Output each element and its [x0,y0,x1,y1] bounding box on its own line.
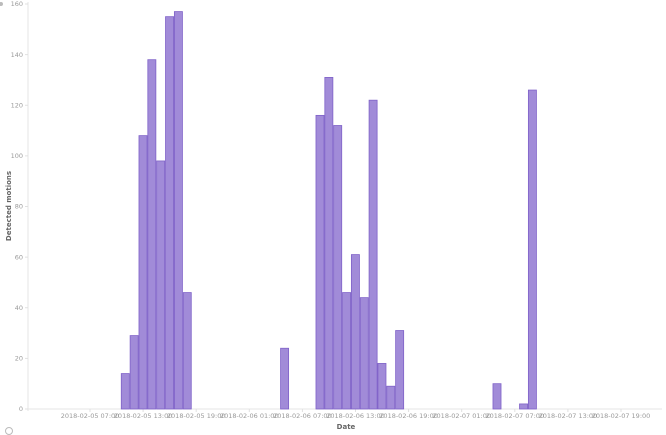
y-tick-label: 100 [11,152,23,160]
y-tick-label: 20 [15,355,23,363]
bar[interactable]: 2018-02-05 12:00: 29 [129,335,139,410]
bar[interactable]: 2018-02-05 16:00: 155 [165,16,174,410]
corner-indicator-icon [0,2,3,6]
y-axis-title: Detected motions [5,171,13,241]
x-tick-label: 2018-02-07 07:00 [486,412,545,420]
bar[interactable]: 2018-02-06 12:00: 46 [342,292,351,410]
x-tick-label: 2018-02-06 19:00 [379,412,438,420]
y-tick-label: 140 [11,51,23,59]
x-tick-label: 2018-02-05 19:00 [167,412,226,420]
y-tick-label: 0 [19,405,23,413]
x-tick-label: 2018-02-06 07:00 [273,412,332,420]
bar[interactable]: 2018-02-07 05:00: 10 [492,383,502,410]
x-tick-label: 2018-02-07 19:00 [592,412,651,420]
bar[interactable]: 2018-02-06 15:00: 122 [368,99,378,410]
bar[interactable]: 2018-02-06 09:00: 116 [315,114,325,410]
y-tick-label: 120 [11,101,23,109]
x-tick-label: 2018-02-06 01:00 [220,412,279,420]
bar[interactable]: 2018-02-07 09:00: 126 [527,89,537,410]
bar[interactable]: 2018-02-06 14:00: 44 [359,297,369,410]
x-axis-title: Date [337,423,356,431]
y-tick-label: 160 [11,0,23,8]
y-tick-label: 60 [15,253,23,261]
y-tick-label: 80 [15,203,23,211]
bar[interactable]: 2018-02-06 17:00: 9 [386,385,396,410]
bar[interactable]: 2018-02-05 14:00: 138 [147,59,157,410]
y-axis: 0 20 40 60 80 100 120 140 160 [11,0,29,413]
bar[interactable]: 2018-02-06 18:00: 31 [395,330,405,410]
bar[interactable]: 2018-02-06 05:00: 24 [280,347,290,410]
bar[interactable]: 2018-02-07 08:00: 2 [519,403,528,410]
x-tick-label: 2018-02-06 13:00 [326,412,385,420]
x-tick-label: 2018-02-07 01:00 [432,412,491,420]
y-tick-label: 40 [15,304,23,312]
bar[interactable]: 2018-02-05 17:00: 157 [173,11,183,410]
bar[interactable]: 2018-02-06 10:00: 131 [324,77,334,410]
x-tick-label: 2018-02-05 07:00 [61,412,120,420]
bars: 2018-02-05 11:00: 142018-02-05 12:00: 29… [120,11,537,410]
bar[interactable]: 2018-02-05 18:00: 46 [182,292,192,410]
x-tick-label: 2018-02-07 13:00 [539,412,598,420]
bar[interactable]: 2018-02-06 11:00: 112 [333,125,343,410]
corner-indicator-icon [5,427,13,435]
bar[interactable]: 2018-02-06 16:00: 18 [377,363,387,410]
bar[interactable]: 2018-02-06 13:00: 61 [350,254,360,410]
bar[interactable]: 2018-02-05 13:00: 108 [138,135,148,410]
x-tick-label: 2018-02-05 13:00 [114,412,173,420]
bar[interactable]: 2018-02-05 11:00: 14 [120,373,130,410]
bar[interactable]: 2018-02-05 15:00: 98 [156,160,166,410]
